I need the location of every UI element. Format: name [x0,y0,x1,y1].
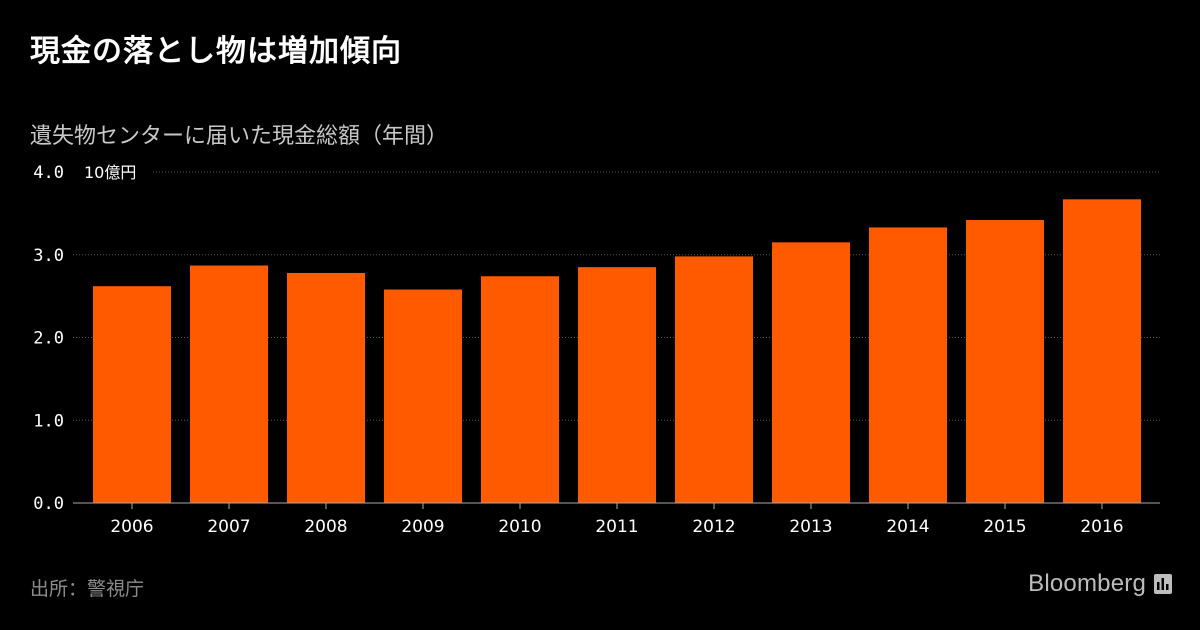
x-tick-label: 2014 [886,517,929,537]
x-tick-label: 2011 [595,517,638,537]
bar-2007 [190,265,268,503]
bar-2009 [384,289,462,503]
y-unit-label: 10億円 [84,163,136,182]
bloomberg-chart-icon [1154,574,1172,594]
x-tick-label: 2007 [207,517,250,537]
brand-name: Bloomberg [1028,570,1146,597]
y-tick-label: 3.0 [33,246,64,266]
y-tick-label: 2.0 [33,329,64,349]
bar-2008 [287,272,365,503]
chart-subtitle: 遺失物センターに届いた現金総額（年間） [30,124,449,149]
y-tick-label: 0.0 [33,494,64,514]
x-tick-label: 2015 [983,517,1026,537]
x-tick-label: 2016 [1080,517,1123,537]
x-tick-label: 2009 [401,517,444,537]
brand-logo: Bloomberg [1028,570,1172,598]
x-tick-label: 2006 [110,517,153,537]
bar-2011 [578,267,656,503]
source-note: 出所：警視庁 [30,578,145,600]
x-tick-label: 2008 [304,517,347,537]
bars [93,199,1141,503]
axes [73,502,1160,509]
bar-2012 [675,256,753,503]
x-tick-label: 2012 [692,517,735,537]
bar-2014 [869,227,947,503]
bar-2010 [481,276,559,503]
bar-2006 [93,286,171,503]
x-tick-label: 2013 [789,517,832,537]
bar-2016 [1063,199,1141,503]
bar-2015 [966,219,1044,503]
bar-2013 [772,242,850,503]
y-tick-label: 1.0 [33,411,64,431]
chart-title: 現金の落とし物は増加傾向 [30,34,402,69]
x-tick-label: 2010 [498,517,541,537]
y-tick-label: 4.0 [33,163,64,183]
tick-labels: 0.0 1.0 2.0 3.0 4.0 10億円 2006 2007 2008 2009 2010 2… [33,163,1123,537]
